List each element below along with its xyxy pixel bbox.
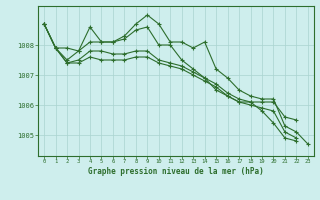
X-axis label: Graphe pression niveau de la mer (hPa): Graphe pression niveau de la mer (hPa) [88, 167, 264, 176]
